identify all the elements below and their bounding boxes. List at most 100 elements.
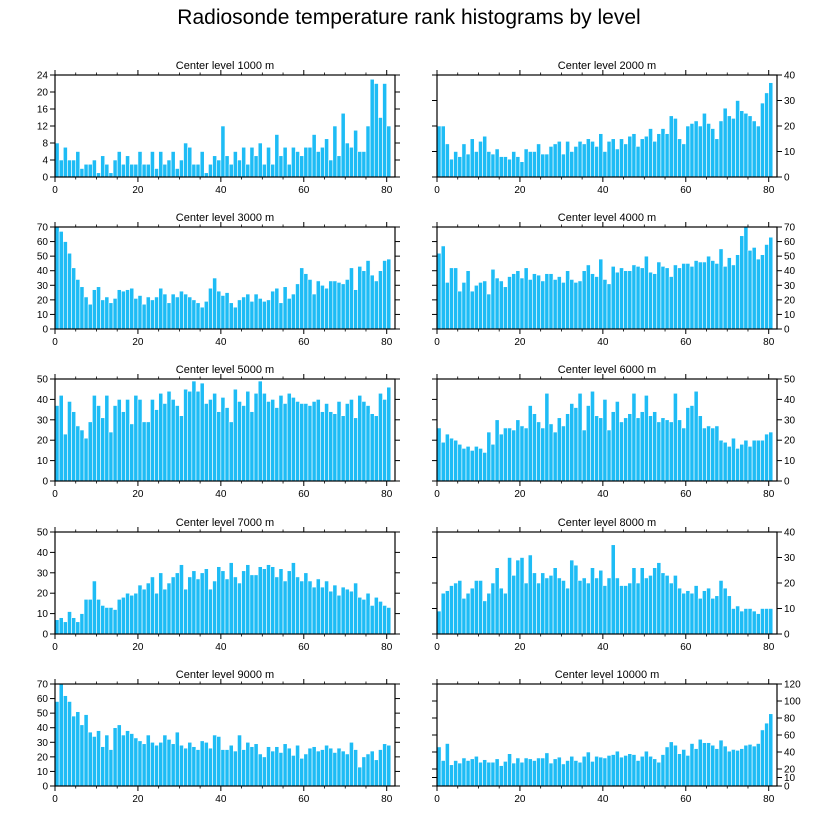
- y-tick-label: 50: [37, 375, 49, 386]
- histogram-bar: [685, 755, 691, 787]
- histogram-bar: [536, 757, 541, 787]
- histogram-bar: [461, 143, 467, 178]
- histogram-bar: [614, 750, 620, 787]
- histogram-bar: [253, 392, 259, 482]
- histogram-bar: [486, 431, 492, 482]
- histogram-bar: [532, 572, 537, 635]
- histogram-bar: [249, 574, 255, 635]
- chart-panel-10: Center level 10000 m0 20 40 60 8001020406080…: [432, 669, 801, 805]
- x-tick-label: 80: [381, 337, 393, 348]
- histogram-bar: [739, 235, 745, 330]
- histogram-bar: [324, 403, 329, 482]
- histogram-bar: [585, 138, 591, 178]
- histogram-bar: [731, 608, 736, 635]
- histogram-bar: [344, 588, 350, 635]
- histogram-bar: [195, 163, 201, 178]
- histogram-bar: [166, 302, 172, 330]
- histogram-bar: [67, 252, 72, 330]
- histogram-bar: [565, 413, 570, 482]
- histogram-bar: [203, 568, 209, 635]
- histogram-bar: [602, 151, 608, 178]
- histogram-bar: [540, 280, 546, 330]
- y-tick-label: 40: [37, 395, 49, 406]
- histogram-bar: [594, 577, 600, 635]
- histogram-bar: [315, 280, 321, 330]
- histogram-bar: [116, 289, 122, 330]
- histogram-bar: [755, 743, 761, 787]
- histogram-bar: [125, 592, 130, 635]
- histogram-bar: [54, 701, 60, 787]
- histogram-bar: [710, 744, 716, 787]
- panel-title: Center level 1000 m: [176, 60, 274, 72]
- y-tick-label: 20: [784, 765, 796, 776]
- histogram-bar: [644, 135, 649, 178]
- histogram-bar: [536, 582, 541, 635]
- histogram-bar: [710, 260, 716, 330]
- x-tick-label: 60: [680, 489, 692, 500]
- histogram-bar: [212, 734, 218, 787]
- histogram-bar: [627, 413, 633, 482]
- histogram-bar: [249, 146, 255, 178]
- histogram-bar: [697, 261, 703, 330]
- histogram-bar: [548, 146, 554, 178]
- histogram-bar: [104, 296, 110, 330]
- histogram-bar: [96, 599, 101, 635]
- histogram-bar: [141, 743, 147, 787]
- histogram-bar: [216, 290, 222, 330]
- histogram-bar: [295, 283, 300, 330]
- histogram-bar: [353, 129, 358, 178]
- histogram-bar: [627, 582, 633, 635]
- y-tick-label: 40: [784, 395, 796, 406]
- histogram-bar: [706, 587, 711, 635]
- histogram-bar: [706, 425, 711, 482]
- histogram-bar: [266, 299, 271, 330]
- histogram-bar: [311, 746, 317, 787]
- histogram-bar: [581, 429, 587, 482]
- histogram-bar: [768, 713, 774, 787]
- y-tick-label: 10: [784, 456, 796, 467]
- y-tick-label: 0: [784, 325, 790, 336]
- histogram-bar: [328, 280, 334, 330]
- histogram-bar: [349, 590, 354, 635]
- histogram-bar: [755, 439, 761, 482]
- histogram-bar: [722, 587, 728, 635]
- histogram-bar: [116, 599, 122, 635]
- x-tick-label: 20: [514, 642, 526, 653]
- y-tick-label: 0: [784, 477, 790, 488]
- histogram-bar: [340, 283, 346, 330]
- histogram-bar: [245, 163, 251, 178]
- histogram-bar: [760, 254, 765, 330]
- histogram-bar: [71, 159, 77, 178]
- histogram-bar: [150, 576, 155, 635]
- histogram-bar: [270, 290, 276, 330]
- histogram-bar: [332, 280, 338, 330]
- histogram-bar: [315, 399, 321, 482]
- y-tick-label: 30: [37, 568, 49, 579]
- y-tick-label: 50: [37, 528, 49, 539]
- y-tick-label: 16: [37, 105, 49, 116]
- histogram-bar: [523, 427, 529, 482]
- histogram-bar: [677, 587, 682, 635]
- histogram-bar: [96, 405, 101, 482]
- histogram-bar: [598, 133, 604, 178]
- histogram-bar: [685, 407, 691, 482]
- histogram-bar: [154, 409, 159, 482]
- histogram-bar: [320, 146, 325, 178]
- histogram-bar: [751, 745, 757, 787]
- histogram-bar: [125, 289, 130, 330]
- y-tick-label: 60: [784, 731, 796, 742]
- histogram-bar: [224, 749, 230, 787]
- histogram-bar: [515, 270, 521, 330]
- histogram-bar: [121, 411, 126, 482]
- histogram-bar: [478, 448, 483, 482]
- histogram-bar: [245, 564, 251, 635]
- histogram-bar: [573, 564, 579, 635]
- histogram-bar: [635, 582, 641, 635]
- histogram-bar: [556, 141, 562, 178]
- histogram-bar: [494, 148, 500, 178]
- histogram-bar: [474, 284, 479, 330]
- x-tick-label: 80: [763, 794, 775, 805]
- histogram-bar: [170, 576, 176, 635]
- histogram-bar: [532, 273, 537, 330]
- histogram-bar: [162, 403, 168, 482]
